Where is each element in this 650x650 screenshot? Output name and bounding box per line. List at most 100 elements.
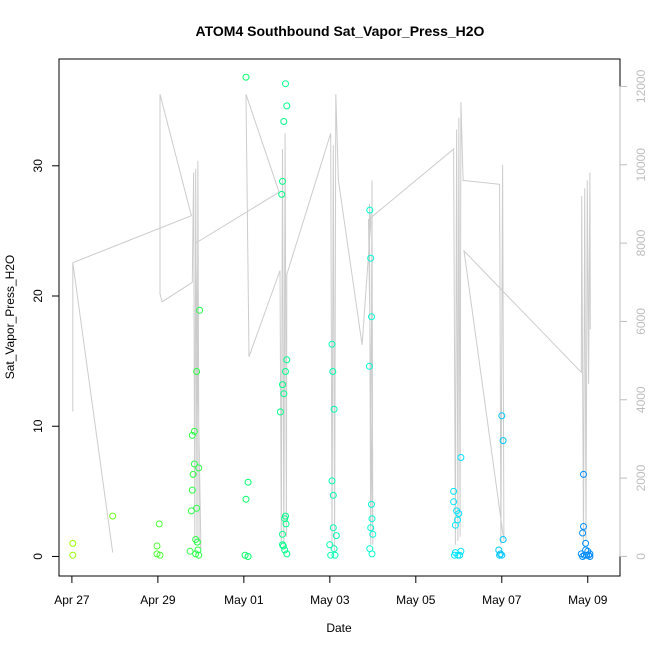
data-point [582,539,590,547]
data-point [368,313,375,321]
data-point [365,362,373,370]
data-point [109,512,117,520]
data-point [457,454,465,461]
y2-tick-label: 8000 [634,229,648,256]
data-point [450,498,458,506]
data-point [276,408,284,416]
chart-title: ATOM4 Southbound Sat_Vapor_Press_H2O [196,23,485,39]
data-point [332,532,340,540]
y2-tick-label: 0 [634,553,648,560]
data-point [278,190,286,198]
x-axis: Apr 27 Apr 29 May 01 May 03 May 05 May 07 May … [54,575,608,607]
data-point [329,368,337,375]
data-point [283,102,291,110]
data-point [279,542,287,550]
data-point [69,551,77,559]
x-tick-label: Apr 27 [54,593,90,607]
data-point [329,491,337,499]
data-point [69,539,77,547]
y2-tick-label: 4000 [634,386,648,413]
data-point [498,551,506,559]
data-point [585,551,593,559]
data-point [586,550,594,558]
data-point [329,524,337,532]
secondary-series-line [72,94,591,553]
data-point [499,536,507,543]
data-point [450,487,458,495]
scatter-points [69,73,594,560]
data-point [368,500,375,508]
data-point [156,551,164,559]
data-point [579,529,587,537]
data-point [328,477,336,485]
data-point [186,547,194,555]
data-point [583,551,590,559]
data-point [586,553,594,560]
x-tick-label: Apr 29 [140,593,176,607]
data-point [366,206,374,214]
plot-frame [58,58,621,577]
data-point [457,547,465,555]
data-point [188,486,196,494]
data-point [283,550,291,558]
data-point [367,524,375,532]
data-point [328,340,336,348]
y2-tick-label: 2000 [634,464,648,491]
data-point [153,542,161,550]
data-point [242,73,250,81]
data-point [282,368,289,375]
data-point [244,553,252,560]
data-point [367,254,375,262]
secondary-line-series [72,94,591,553]
x-tick-label: May 09 [568,593,608,607]
data-point [279,530,286,538]
y2-tick-label: 6000 [634,308,648,335]
data-point [331,551,339,559]
x-tick-label: May 01 [224,593,264,607]
data-point [580,523,587,530]
x-tick-label: May 03 [310,593,350,607]
data-point [330,545,338,553]
y-tick-label: 20 [31,289,45,303]
data-point [368,515,376,523]
data-point [279,177,286,185]
data-point [279,381,286,389]
data-point [193,368,201,375]
data-point [193,504,201,512]
y-axis-right: 0 2000 4000 6000 8000 10000 12000 [619,69,648,560]
data-point [330,405,338,413]
data-point [188,431,196,439]
y2-tick-label: 10000 [634,148,648,182]
data-point [368,550,376,558]
x-tick-label: May 07 [482,593,522,607]
y-tick-label: 30 [31,159,45,173]
data-point [196,306,204,314]
data-point [283,356,291,364]
x-axis-label: Date [326,621,352,635]
data-point [495,546,503,554]
data-point [326,541,334,549]
data-point [242,495,250,503]
data-point [195,464,203,472]
data-point [496,551,504,559]
data-point [281,546,289,554]
y-tick-label: 10 [31,419,45,433]
data-point [499,437,507,445]
data-point [190,427,198,435]
data-point [282,512,289,520]
y2-tick-label: 12000 [634,69,648,103]
y-tick-label: 0 [31,553,45,560]
data-point [280,118,288,125]
x-tick-label: May 05 [396,593,436,607]
data-point [580,470,587,478]
data-point [497,550,504,558]
y-axis-left: 0 10 20 30 [31,159,60,560]
data-point [455,510,463,517]
data-point [194,546,202,554]
data-point [454,516,461,524]
data-point [190,460,198,468]
data-point [155,520,163,528]
data-point [498,412,506,420]
y-axis-label: Sat_Vapor_Press_H2O [3,255,17,380]
